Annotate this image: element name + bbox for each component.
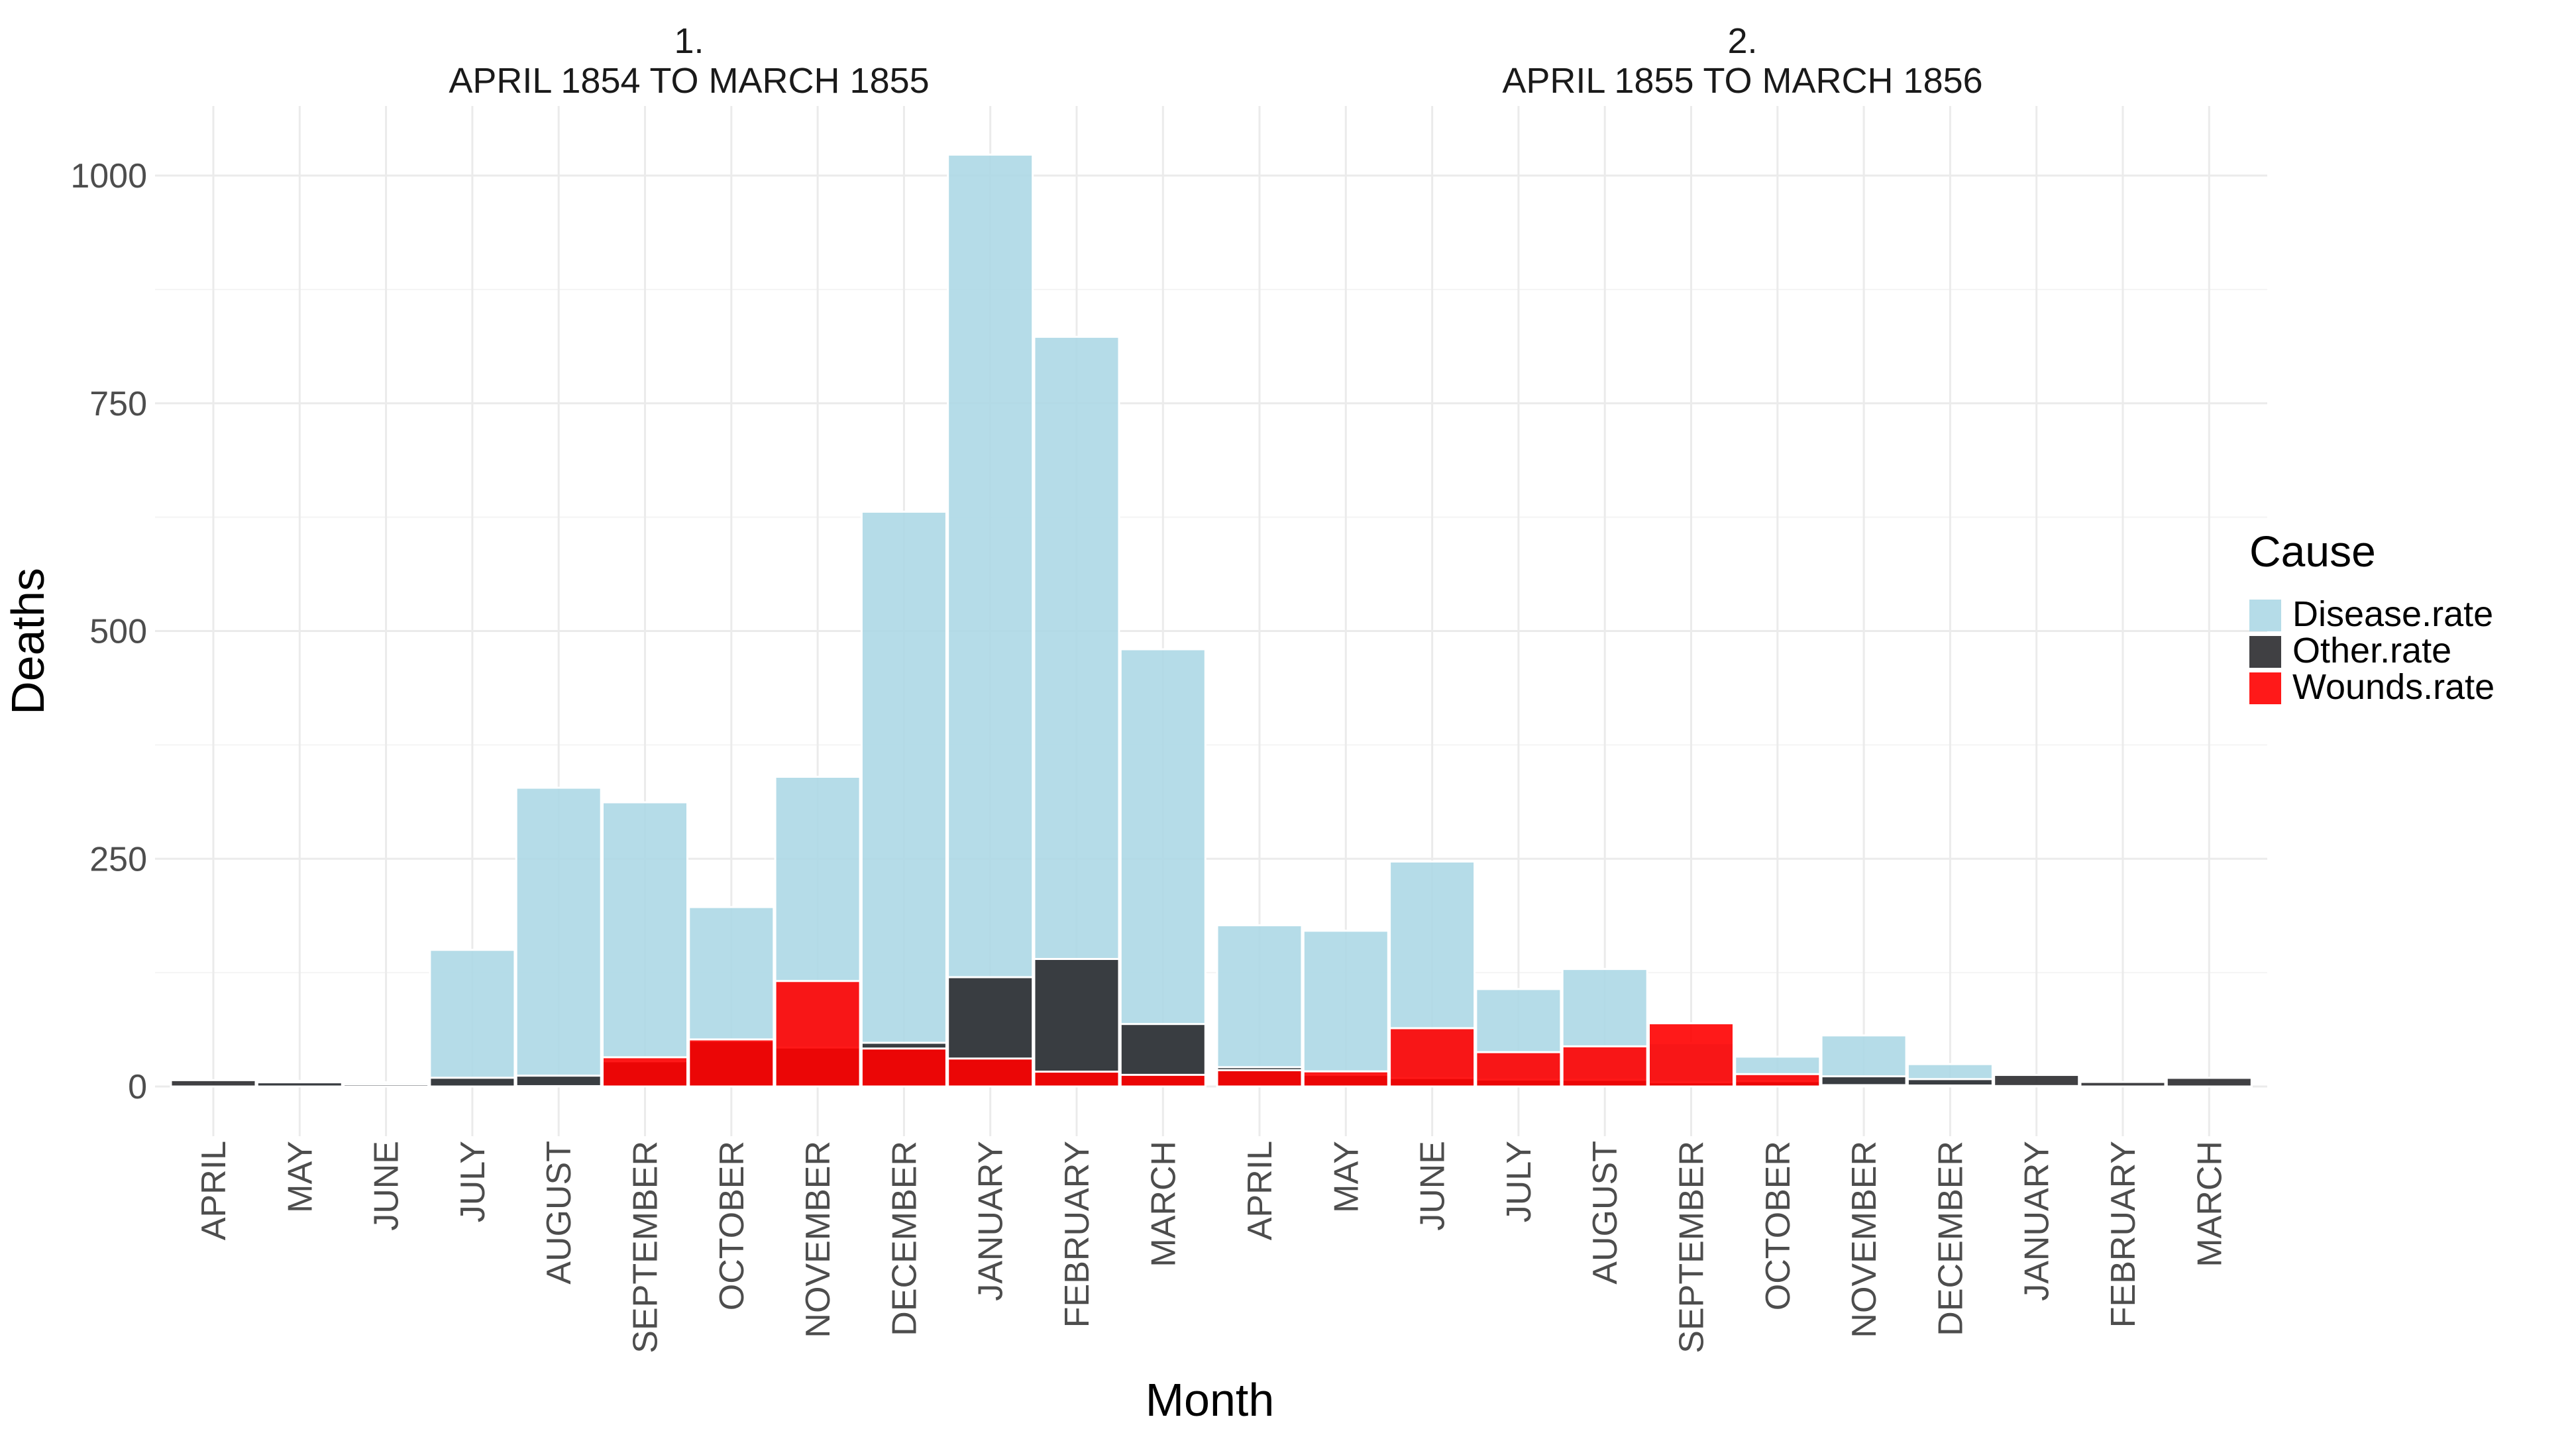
x-tick-label: APRIL <box>1241 1141 1279 1240</box>
bar-disease-p2-may <box>1302 929 1389 1088</box>
x-tick-label: APRIL <box>195 1141 233 1240</box>
bar-other-p1-april <box>170 1079 257 1088</box>
bar-other-p2-february <box>2079 1081 2167 1088</box>
bar-disease-p1-august <box>515 786 602 1088</box>
x-tick-label: MARCH <box>2190 1141 2229 1267</box>
panel-1-label-line2: APRIL 1854 TO MARCH 1855 <box>449 61 929 101</box>
bar-wounds-p1-september <box>602 1056 688 1088</box>
bar-other-p1-june <box>343 1083 430 1088</box>
bar-disease-p2-april <box>1216 924 1303 1088</box>
bar-wounds-p2-july <box>1475 1051 1562 1088</box>
legend-label-other: Other.rate <box>2292 631 2451 670</box>
y-axis-ticks: 0 250 500 750 1000 <box>70 157 147 1106</box>
legend-label-wounds: Wounds.rate <box>2292 667 2495 707</box>
y-tick-label: 0 <box>128 1068 147 1106</box>
bar-wounds-p1-march <box>1119 1073 1207 1088</box>
legend-label-disease: Disease.rate <box>2292 594 2493 634</box>
x-tick-label: JULY <box>454 1141 492 1222</box>
x-axis-title: Month <box>1146 1374 1275 1426</box>
legend-swatch-wounds <box>2249 672 2281 704</box>
y-axis-title: Deaths <box>2 568 54 715</box>
bar-wounds-p2-september <box>1648 1022 1735 1088</box>
bar-wounds-p2-october <box>1734 1073 1821 1088</box>
bar-wounds-p2-december <box>1906 1084 1994 1088</box>
x-tick-label: MAY <box>1327 1141 1366 1213</box>
panel-1-label-line1: 1. <box>674 21 704 61</box>
x-tick-label: SEPTEMBER <box>1673 1141 1711 1353</box>
x-tick-label: NOVEMBER <box>799 1141 837 1338</box>
x-tick-label: MAY <box>281 1141 319 1213</box>
y-tick-label: 500 <box>89 613 147 651</box>
y-tick-label: 750 <box>89 385 147 423</box>
bar-wounds-p2-november <box>1820 1084 1907 1088</box>
bars <box>170 153 2253 1088</box>
x-axis-ticks: APRIL MAY JUNE JULY AUGUST SEPTEMBER OCTOBER NO… <box>195 1141 2229 1353</box>
bar-wounds-p1-december <box>860 1047 947 1088</box>
bar-disease-p1-september <box>602 801 688 1088</box>
bar-other-p1-february <box>1033 958 1120 1088</box>
bar-disease-p1-july <box>429 949 516 1088</box>
x-tick-label: NOVEMBER <box>1845 1141 1884 1338</box>
legend-title: Cause <box>2249 527 2376 576</box>
x-tick-label: JANUARY <box>972 1141 1010 1301</box>
bar-other-p1-july <box>429 1077 516 1088</box>
y-tick-label: 250 <box>89 840 147 878</box>
bar-other-p1-may <box>256 1081 343 1088</box>
x-tick-label: SEPTEMBER <box>627 1141 665 1353</box>
x-tick-label: MARCH <box>1144 1141 1183 1267</box>
x-tick-label: AUGUST <box>1586 1141 1625 1285</box>
bar-other-p1-august <box>515 1075 602 1088</box>
panel-2-label-line2: APRIL 1855 TO MARCH 1856 <box>1502 61 1982 101</box>
x-tick-label: OCTOBER <box>1759 1141 1798 1310</box>
x-tick-label: JULY <box>1500 1141 1538 1222</box>
x-tick-label: JUNE <box>368 1141 406 1231</box>
bar-wounds-p2-june <box>1389 1027 1476 1088</box>
legend-swatch-disease <box>2249 600 2281 631</box>
x-tick-label: FEBRUARY <box>2104 1141 2143 1328</box>
panel-strip-labels: 1. APRIL 1854 TO MARCH 1855 2. APRIL 185… <box>449 21 1982 101</box>
bar-wounds-p2-may <box>1302 1070 1389 1088</box>
x-tick-label: DECEMBER <box>1931 1141 1970 1336</box>
bar-wounds-p2-august <box>1561 1045 1648 1088</box>
bar-other-p2-march <box>2165 1077 2253 1088</box>
panel-2-label-line1: 2. <box>1727 21 1757 61</box>
x-tick-label: JUNE <box>1414 1141 1452 1231</box>
bar-wounds-p1-october <box>688 1038 775 1088</box>
bar-disease-p1-december <box>860 510 947 1088</box>
bar-disease-p1-january <box>947 153 1034 1088</box>
bar-disease-p1-march <box>1119 648 1207 1088</box>
x-tick-label: JANUARY <box>2018 1141 2057 1301</box>
bar-other-p2-january <box>1993 1074 2080 1088</box>
bar-wounds-p1-february <box>1033 1071 1120 1088</box>
x-tick-label: FEBRUARY <box>1058 1141 1097 1328</box>
y-tick-label: 1000 <box>70 157 147 195</box>
bar-wounds-p1-january <box>947 1057 1034 1088</box>
x-tick-label: OCTOBER <box>713 1141 751 1310</box>
x-tick-label: DECEMBER <box>885 1141 924 1336</box>
legend-swatch-other <box>2249 636 2281 668</box>
bar-wounds-p1-november <box>774 980 861 1088</box>
bar-wounds-p2-april <box>1216 1069 1303 1088</box>
x-tick-label: AUGUST <box>540 1141 578 1285</box>
